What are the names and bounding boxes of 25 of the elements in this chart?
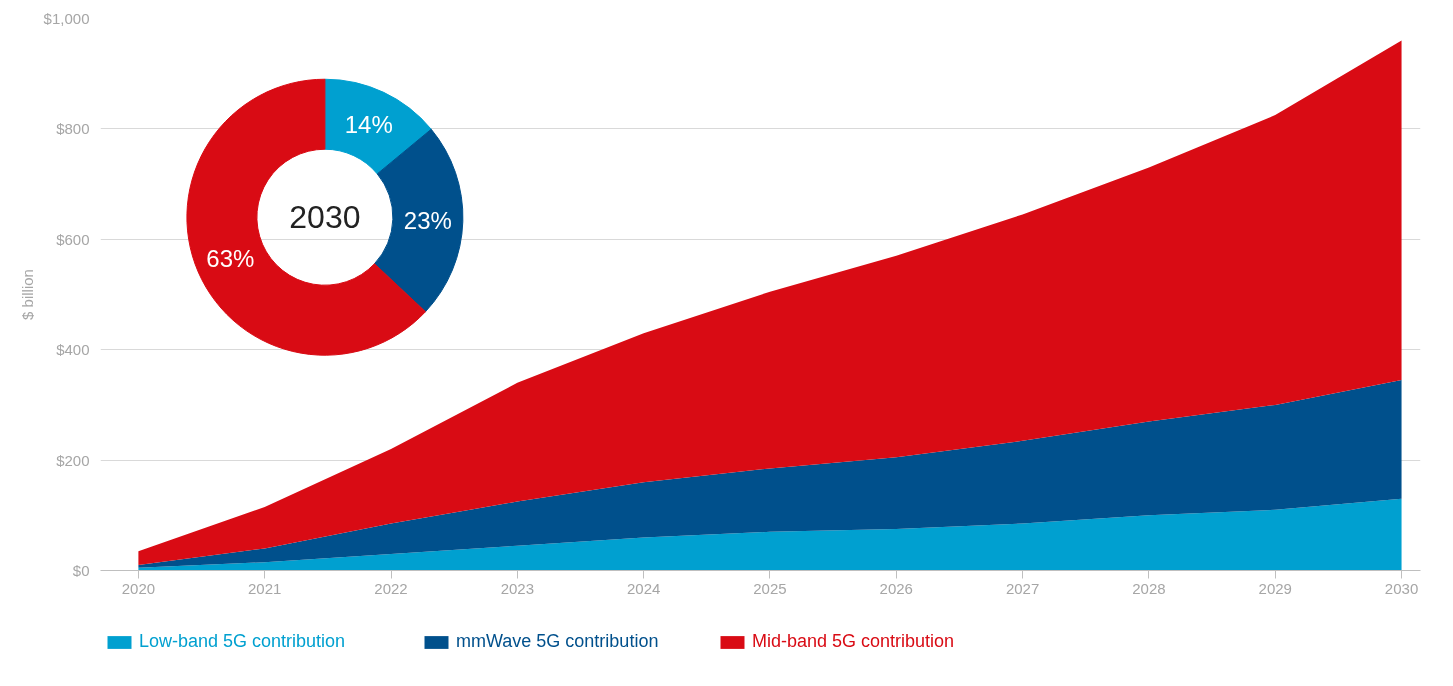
x-tick-label: 2029 [1258,579,1292,597]
x-tick-label: 2025 [753,579,787,597]
x-tick-label: 2026 [879,579,913,597]
x-tick-label: 2028 [1132,579,1166,597]
y-tick-label: $600 [56,230,90,248]
legend-label: Mid-band 5G contribution [752,631,955,652]
y-tick-label: $0 [72,562,90,579]
data-label: 14% [344,110,393,138]
y-axis-title: $ billion [18,269,36,320]
x-tick-label: 2020 [121,579,156,597]
legend-label: mmWave 5G contribution [456,631,659,652]
y-tick-label: $200 [56,451,90,469]
x-tick-label: 2021 [248,579,282,597]
x-tick-label: 2022 [374,579,408,597]
x-tick-label: 2030 [1384,579,1419,597]
x-tick-label: 2027 [1005,579,1040,597]
data-label: 23% [403,206,452,234]
data-label: 63% [206,244,255,272]
x-tick-label: 2024 [626,579,661,597]
y-tick-label: $400 [56,341,90,359]
y-tick-label: $1,000 [43,10,90,27]
x-tick-label: 2023 [500,579,535,597]
legend-label: Low-band 5G contribution [139,631,346,652]
text: 2030 [289,199,361,236]
y-tick-label: $800 [56,120,90,138]
